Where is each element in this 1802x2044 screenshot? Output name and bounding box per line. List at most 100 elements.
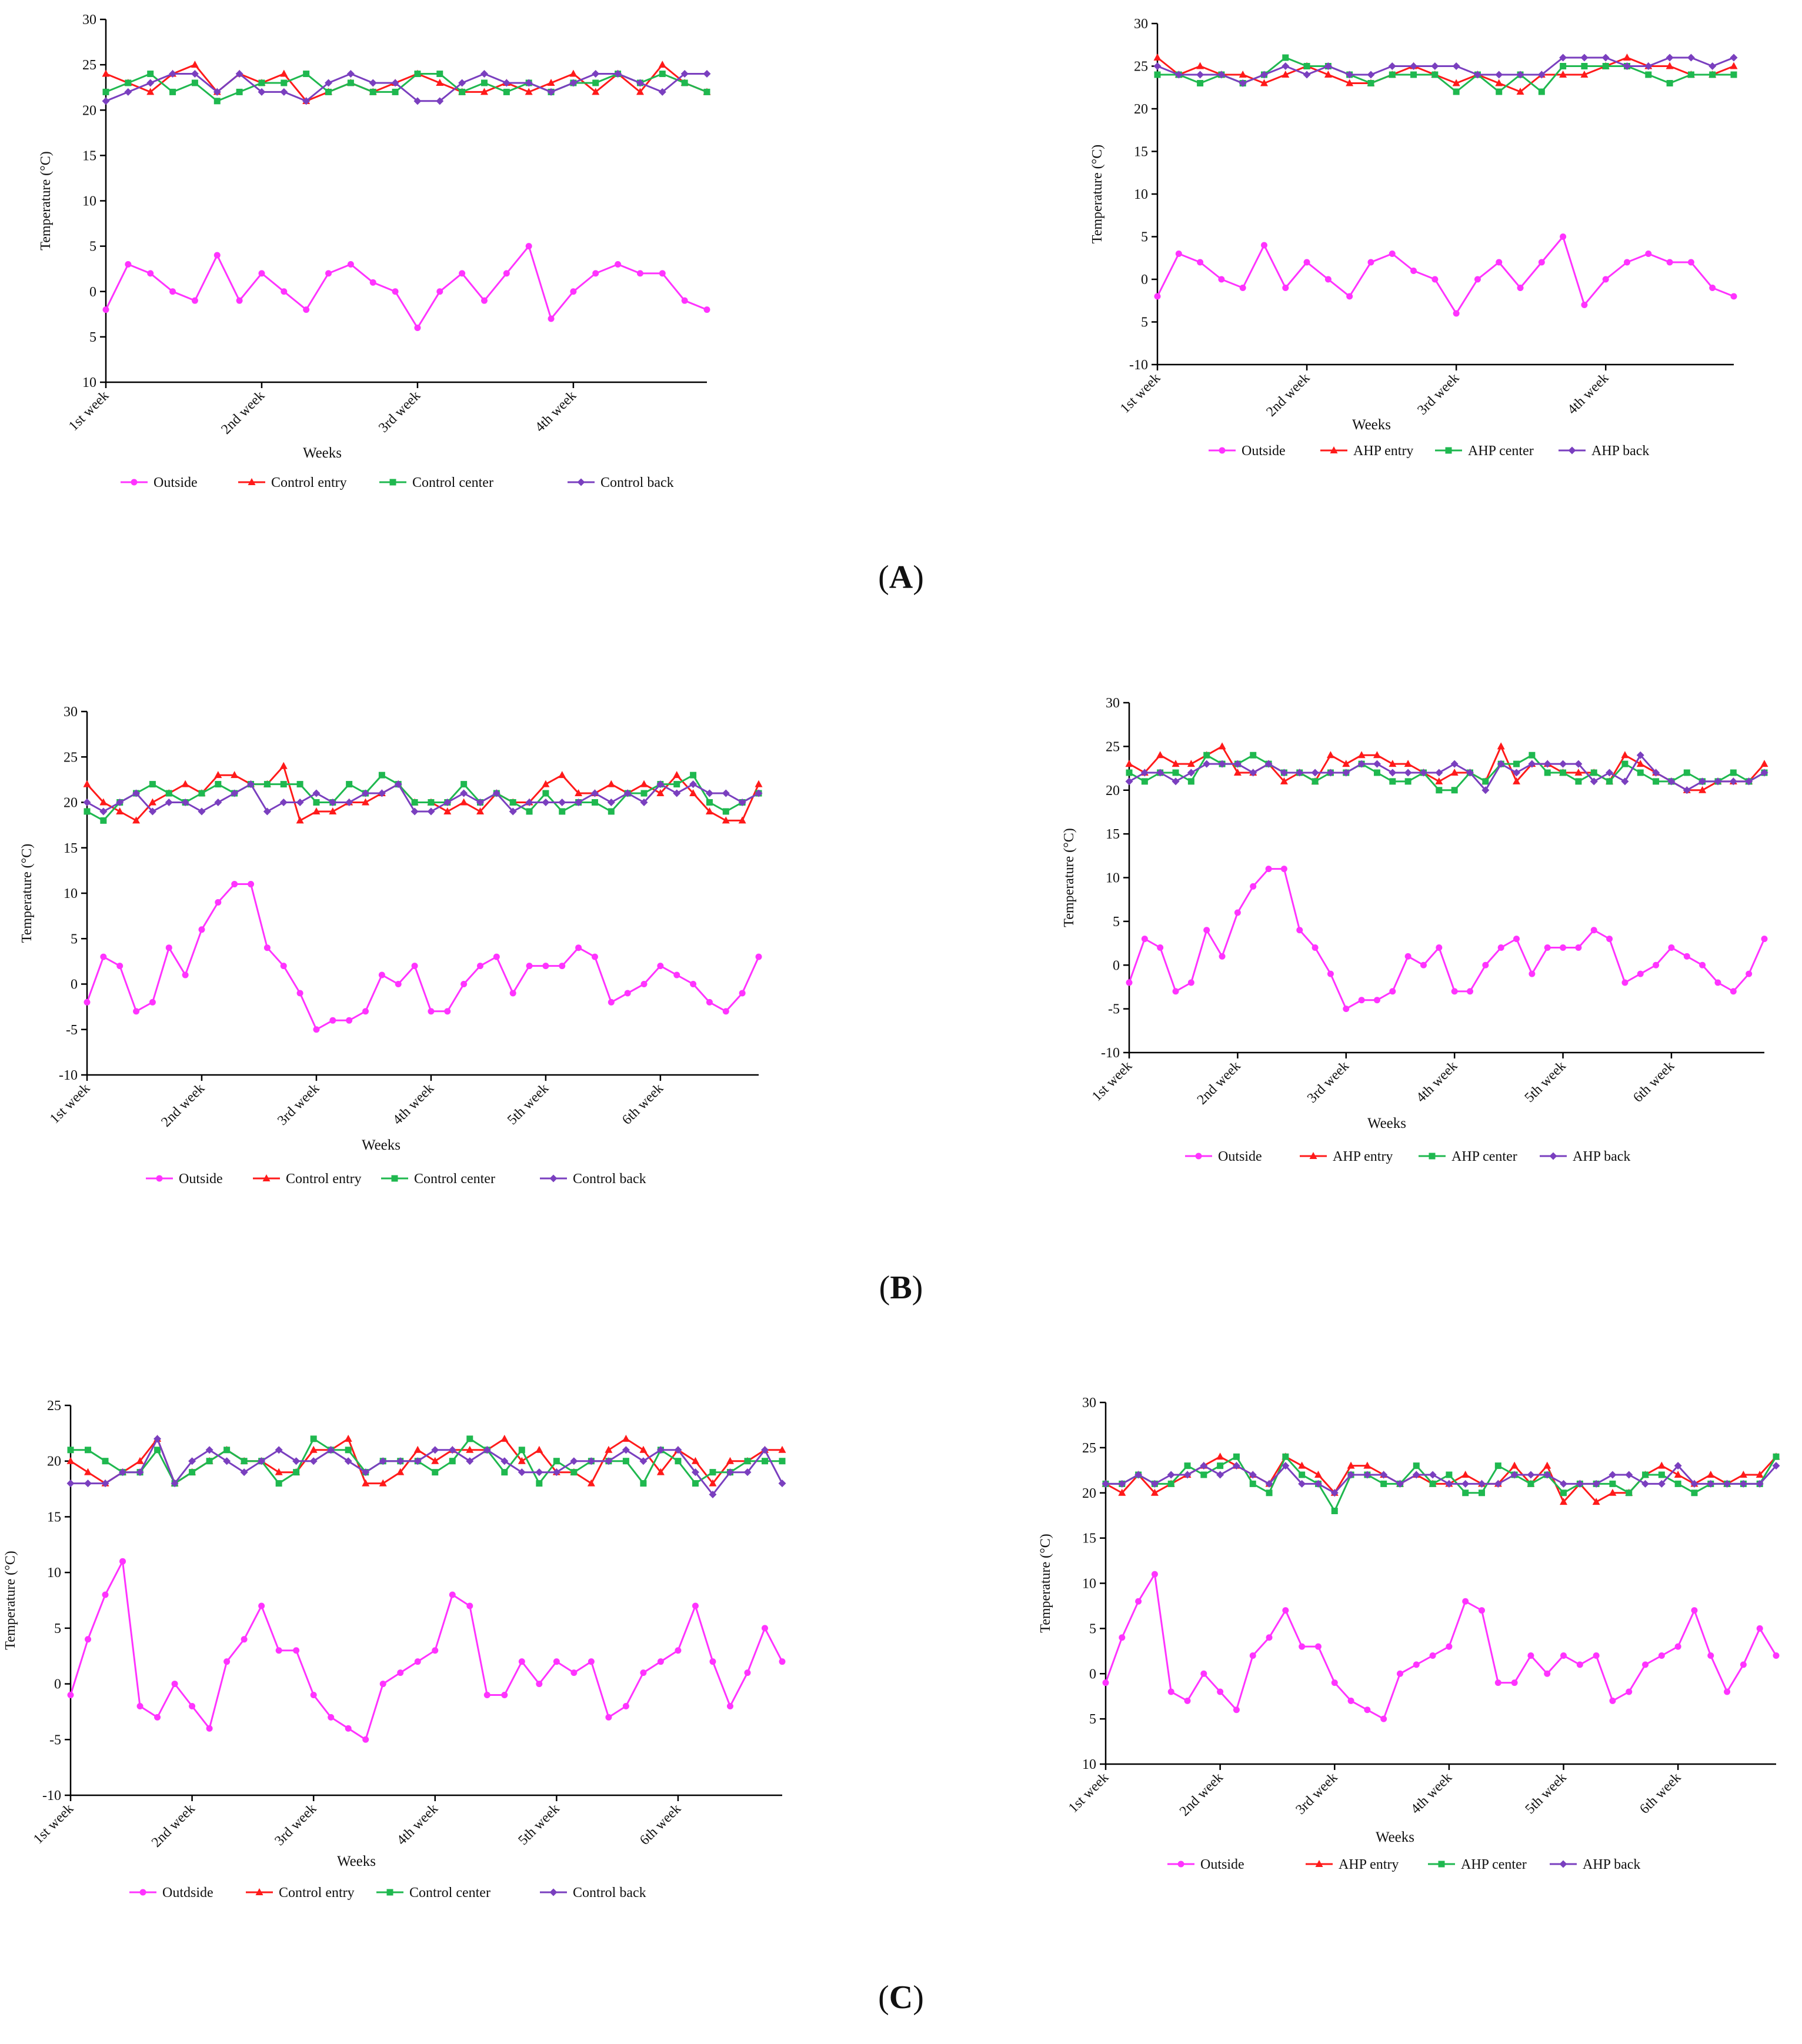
chart-b-right-series-back-point	[1636, 751, 1644, 759]
chart-b-right-series-Outside-point	[1327, 970, 1334, 977]
chart-c-right-series-entry-point	[1461, 1471, 1470, 1478]
chart-b-left-series-back-point	[755, 789, 763, 797]
chart-b-left-x-tick-label: 5th week	[505, 1081, 552, 1128]
chart-c-left-series-entry-point	[362, 1479, 370, 1487]
chart-b-left-series-entry-point	[83, 780, 91, 787]
chart-a-right-series-back-point	[1388, 62, 1396, 70]
chart-b-right-series-center-point	[1141, 778, 1148, 785]
chart-a-left-series-Outside-point	[592, 270, 599, 277]
chart-a-left-series-center-point	[414, 71, 421, 78]
chart-c-left-series-center-point	[466, 1435, 473, 1442]
chart-a-right-series-center-point	[1389, 71, 1396, 78]
chart-c-right-y-tick-label: 0	[1089, 1666, 1096, 1682]
chart-a-right-legend-back-label: AHP back	[1591, 443, 1649, 459]
panel-label-c: (C)	[878, 1979, 924, 2016]
chart-a-right-x-tick-label: 2nd week	[1263, 370, 1313, 420]
chart-c-left-series-Outside-point	[449, 1591, 456, 1598]
chart-b-right-series-center-point	[1621, 760, 1629, 767]
chart-a-right-series-back-point	[1452, 62, 1460, 70]
chart-a-right-series-back-line	[1157, 56, 1734, 85]
chart-c-right-series-back-point	[1150, 1479, 1159, 1488]
chart-b-left-series-center-point	[411, 799, 418, 806]
chart-b-left-legend-center-marker	[391, 1175, 398, 1182]
chart-b-left-series-entry-point	[640, 780, 648, 787]
chart-c-right-series-back-line	[1106, 1464, 1777, 1494]
chart-c-left-series-entry-point	[379, 1479, 387, 1487]
chart-a-right-series-Outside-point	[1624, 259, 1631, 266]
chart-c-left-series-back-point	[171, 1479, 179, 1488]
chart-a-right-series-Outside-point	[1431, 276, 1439, 283]
chart-b-right-series-center-point	[1560, 769, 1567, 776]
chart-a-right-series-entry-point	[1559, 71, 1567, 78]
chart-c-right-series-back-point	[1707, 1479, 1715, 1488]
chart-b-left-series-back-point	[575, 799, 583, 806]
chart-a-right-series-back-point	[1196, 71, 1204, 79]
chart-c-left-series-Outside-point	[570, 1669, 578, 1676]
chart-c-right-series-Outside-point	[1380, 1715, 1387, 1722]
chart-b-left-series-entry-point	[312, 807, 321, 814]
chart-b-right-legend-center-marker	[1429, 1153, 1436, 1160]
chart-c-right-series-Outside-point	[1462, 1598, 1469, 1605]
chart-a-right-series-Outside-point	[1367, 259, 1374, 266]
chart-c-right-series-center-point	[1331, 1508, 1338, 1514]
chart-b-right-series-Outside-point	[1761, 936, 1768, 943]
chart-c-right-y-tick-label: 15	[1082, 1531, 1096, 1547]
chart-b-left-series-entry-point	[214, 771, 222, 779]
chart-c-right-series-back-point	[1657, 1479, 1666, 1488]
chart-c-left-x-tick-label: 3rd week	[272, 1801, 319, 1849]
chart-b-left-series-center-point	[428, 799, 435, 806]
chart-c-right-series-back-point	[1167, 1471, 1175, 1479]
chart-c-left-series-back-point	[119, 1468, 127, 1477]
chart-a-left-series-entry-line	[105, 63, 708, 102]
chart-b-left-y-tick-label: 5	[71, 931, 78, 947]
chart-a-right-series-Outside-point	[1560, 233, 1567, 240]
chart-b-right-series-entry-point	[1172, 760, 1180, 767]
chart-a-left-y-tick-label: 20	[82, 103, 96, 118]
chart-c-right-series-Outside-point	[1724, 1688, 1731, 1695]
chart-c-left-series-back-point	[570, 1457, 578, 1465]
chart-c-right-series-entry-point	[1298, 1461, 1306, 1469]
chart-a-left-series-back-point	[658, 88, 666, 96]
chart-a-left-series-entry-point	[480, 88, 488, 95]
chart-a-right-series-center-point	[1154, 71, 1161, 78]
chart-a-left-legend-Outside-label: Outside	[153, 475, 198, 490]
chart-a-left-series-Outside-point	[459, 270, 466, 277]
chart-b-left-series-entry-point	[296, 816, 304, 824]
chart-c-left-series-Outside-point	[241, 1636, 248, 1643]
chart-c-left-series-entry-point	[778, 1445, 786, 1453]
chart-a-right-series-back-point	[1473, 71, 1481, 79]
chart-a-left-series-entry-point	[191, 61, 199, 68]
chart-b-right-series-back-point	[1172, 777, 1180, 786]
chart-c-right-series-center-point	[1299, 1471, 1306, 1478]
chart-a-left-series-back-point	[280, 88, 288, 96]
chart-b-right-series-center-point	[1172, 769, 1179, 776]
chart-b-right-series-Outside-point	[1653, 961, 1660, 968]
chart-b-left-series-Outside-point	[739, 990, 746, 997]
chart-c-right-series-back-point	[1412, 1471, 1420, 1479]
chart-b-left-legend-Outside-label: Outside	[179, 1171, 223, 1187]
chart-c-left-series-center-point	[501, 1469, 508, 1476]
chart-c-right-series-center-point	[1626, 1489, 1633, 1497]
chart-a-right-x-tick-label: 4th week	[1564, 370, 1611, 418]
chart-b-left-series-center-point	[165, 790, 172, 797]
chart-c-left-legend-center-label: Control center	[409, 1885, 490, 1901]
chart-c-right-series-center-point	[1609, 1480, 1616, 1487]
chart-b-right-series-Outside-point	[1575, 944, 1582, 951]
chart-c-right-series-Outside-point	[1527, 1652, 1534, 1659]
chart-b-right-series-back-point	[1140, 769, 1149, 777]
chart-b-left-x-tick-label: 6th week	[619, 1081, 666, 1128]
chart-b-left-series-center-point	[559, 808, 566, 815]
chart-b-left-series-back-point	[329, 799, 337, 806]
chart-b-right-series-entry-point	[1435, 777, 1443, 784]
chart-a-right-y-tick-label: 25	[1134, 59, 1148, 75]
chart-b-right-series-back-point	[1203, 760, 1211, 768]
panel-label-b: (B)	[879, 1270, 923, 1306]
chart-c-right-series-back-point	[1723, 1479, 1731, 1488]
chart-a-right-series-back-point	[1431, 62, 1439, 70]
chart-c-right-series-Outside-point	[1446, 1643, 1453, 1650]
chart-b-left-series-center-point	[313, 799, 320, 806]
chart-b-right-series-center-point	[1730, 769, 1737, 776]
chart-c-right-series-center-point	[1674, 1480, 1681, 1487]
chart-b-left-series-Outside-point	[149, 998, 156, 1006]
